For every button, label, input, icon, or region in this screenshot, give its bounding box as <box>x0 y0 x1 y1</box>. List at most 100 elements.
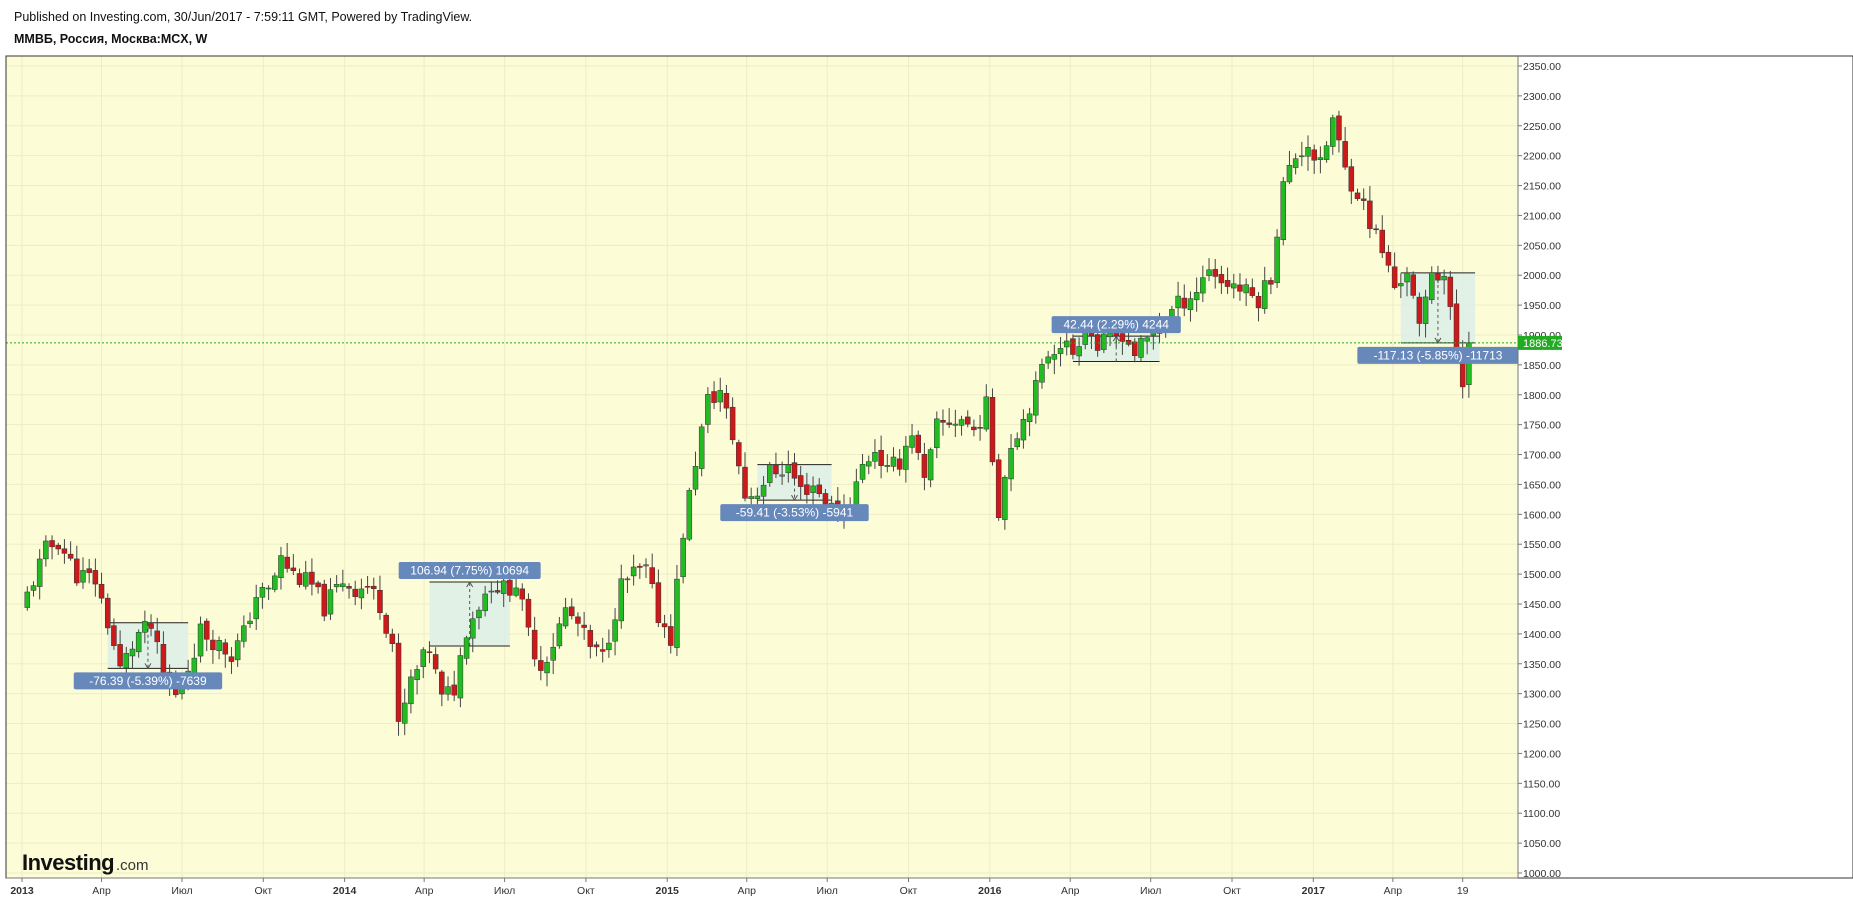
y-tick-label: 1050.00 <box>1523 838 1561 850</box>
candle-up <box>958 419 965 426</box>
measure-labels: -76.39 (-5.39%) -7639 106.94 (7.75%) 1069… <box>73 316 1519 690</box>
candle-down <box>1255 295 1262 309</box>
candle-up <box>1026 413 1033 422</box>
candle-up <box>272 575 278 590</box>
candle-down <box>538 660 544 671</box>
candle-up <box>903 445 909 470</box>
candle-up <box>562 607 569 627</box>
candle-down <box>1410 274 1416 296</box>
candle-down <box>575 616 581 624</box>
candle-up <box>624 578 631 581</box>
candle-down <box>315 582 321 588</box>
y-tick-label: 1750.00 <box>1523 420 1561 432</box>
candle-up <box>129 648 136 657</box>
candle-down <box>742 466 748 499</box>
candle-down <box>581 624 587 628</box>
candle-up <box>513 587 519 596</box>
candle-up <box>1286 165 1293 183</box>
candle-down <box>1360 198 1367 201</box>
candle-up <box>135 632 142 653</box>
candle-down <box>210 639 216 651</box>
candle-down <box>1447 276 1454 307</box>
candle-down <box>352 588 358 597</box>
candle-down <box>86 568 92 573</box>
measure-label: -76.39 (-5.39%) -7639 <box>89 674 207 688</box>
candle-down <box>290 567 297 571</box>
candle-up <box>1051 354 1058 360</box>
candle-up <box>785 464 792 474</box>
x-tick-label: Июл <box>817 885 838 897</box>
candle-up <box>1231 283 1237 289</box>
candle-up <box>1404 272 1410 283</box>
candle-up <box>630 566 637 577</box>
candle-down <box>896 458 903 470</box>
x-tick-label: Окт <box>254 885 272 897</box>
y-tick-label: 2100.00 <box>1523 210 1561 222</box>
candle-down <box>1125 340 1132 345</box>
y-tick-label: 1950.00 <box>1523 300 1561 312</box>
candle-up <box>470 618 476 639</box>
candle-down <box>816 484 822 494</box>
candle-down <box>1379 229 1386 254</box>
candle-up <box>265 587 272 590</box>
candle-down <box>1373 228 1379 231</box>
candle-up <box>420 649 427 667</box>
candle-up <box>191 657 198 674</box>
candle-up <box>408 676 414 705</box>
candle-down <box>432 654 439 670</box>
candle-up <box>779 474 785 477</box>
candle-down <box>736 442 742 467</box>
candle-up <box>760 484 767 497</box>
y-tick-label: 2150.00 <box>1523 181 1561 193</box>
y-tick-label: 1650.00 <box>1523 479 1561 491</box>
candle-up <box>550 646 556 661</box>
candle-up <box>983 396 990 430</box>
investing-logo: Investing .com <box>22 850 149 875</box>
x-tick-label: Апр <box>737 885 756 897</box>
candle-up <box>748 496 754 499</box>
candle-up <box>1101 333 1107 350</box>
price-axis[interactable]: 1000.00 1050.00 1100.00 1150.00 1200.00 1250.… <box>1518 61 1561 880</box>
candle-down <box>49 540 55 548</box>
logo-main: Investing <box>22 850 114 875</box>
measure-label: -59.41 (-3.53%) -5941 <box>736 506 854 520</box>
candle-down <box>1453 303 1460 354</box>
candle-up <box>686 490 693 540</box>
x-tick-label: Июл <box>494 885 515 897</box>
time-axis[interactable]: 2013 Апр Июл Окт 2014 Апр Июл Окт 2015 Апр Июл Окт 2… <box>10 878 1469 897</box>
candle-down <box>1119 333 1126 342</box>
candle-down <box>649 567 655 585</box>
x-tick-label: 2014 <box>333 885 357 897</box>
candle-up <box>606 642 612 651</box>
candle-down <box>661 623 668 628</box>
candle-up <box>674 578 680 648</box>
candle-up <box>333 584 340 588</box>
candle-up <box>1063 340 1070 348</box>
candle-down <box>1212 269 1218 277</box>
candle-down <box>148 623 154 629</box>
y-tick-label: 1000.00 <box>1523 868 1561 880</box>
candle-down <box>309 571 315 585</box>
candle-down <box>160 644 167 674</box>
candle-up <box>859 464 866 480</box>
candle-up <box>278 555 284 578</box>
candle-down <box>964 416 971 425</box>
candle-down <box>98 583 105 599</box>
candle-down <box>426 651 433 653</box>
candle-up <box>698 426 705 469</box>
candle-down <box>729 406 736 441</box>
x-tick-label: 2017 <box>1302 885 1326 897</box>
y-tick-label: 1250.00 <box>1523 719 1561 731</box>
candle-up <box>766 464 773 483</box>
candle-up <box>1008 448 1014 480</box>
candle-up <box>952 423 959 426</box>
candle-down <box>797 475 804 487</box>
candle-down <box>451 684 457 696</box>
candle-down <box>1385 251 1392 266</box>
candle-down <box>599 649 606 652</box>
candle-down <box>371 585 377 589</box>
x-tick-label: Окт <box>900 885 918 897</box>
candle-up <box>488 590 495 593</box>
candle-up <box>1317 157 1324 160</box>
